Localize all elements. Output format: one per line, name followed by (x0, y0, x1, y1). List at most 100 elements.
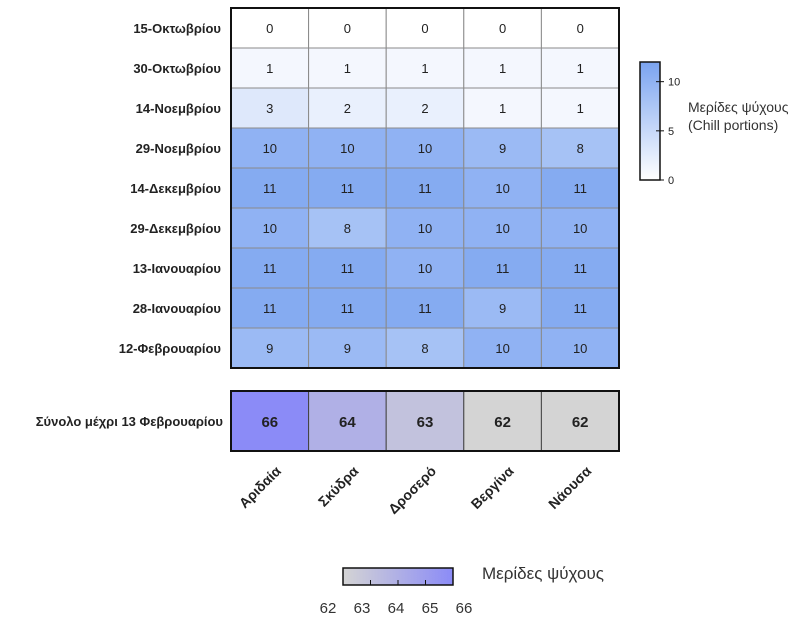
cell-value-label: 10 (573, 341, 587, 356)
column-label: Δροσερό (385, 463, 439, 517)
cell-value-label: 1 (577, 101, 584, 116)
cell-value-label: 11 (496, 261, 510, 276)
heatmap-cell (230, 247, 310, 289)
cell-value-label: 10 (573, 221, 587, 236)
cell-value-label: 10 (418, 261, 432, 276)
total-cell (385, 390, 465, 452)
cell-value-label: 9 (266, 341, 273, 356)
cell-value-label: 10 (495, 181, 509, 196)
heatmap-cell (385, 47, 465, 89)
column-label: Αριδαία (236, 463, 285, 512)
colorbar-tick-label: 10 (668, 77, 680, 89)
row-label: 28-Ιανουαρίου (133, 301, 222, 316)
cell-value-label: 10 (418, 221, 432, 236)
cell-value-label: 1 (499, 61, 506, 76)
colorbar-tick-label: 0 (668, 175, 674, 187)
heatmap-cell (308, 7, 387, 49)
cell-value-label: 10 (263, 141, 277, 156)
total-value-label: 62 (572, 414, 589, 431)
heatmap-cell (540, 327, 620, 369)
colorbar-tick-label: 62 (320, 600, 337, 617)
cell-value-label: 2 (421, 101, 428, 116)
cell-value-label: 1 (499, 101, 506, 116)
heatmap-cell (385, 207, 465, 249)
cell-value-label: 0 (499, 21, 506, 36)
colorbar-tick-label: 5 (668, 126, 674, 138)
colorbar-main-label-line2: (Chill portions) (688, 117, 778, 133)
cell-value-label: 0 (421, 21, 428, 36)
row-label: 30-Οκτωβρίου (133, 61, 221, 76)
row-label: 15-Οκτωβρίου (133, 21, 221, 36)
cell-value-label: 11 (341, 181, 355, 196)
heatmap-cell (230, 287, 310, 329)
cell-value-label: 1 (577, 61, 584, 76)
total-heatmap-frame (230, 390, 620, 452)
row-label: 29-Δεκεμβρίου (130, 221, 221, 236)
heatmap-cell (308, 87, 387, 129)
main-heatmap-frame (230, 7, 620, 369)
cell-value-label: 9 (344, 341, 351, 356)
cell-value-label: 10 (340, 141, 354, 156)
colorbar-total-label: Μερίδες ψύχους (482, 564, 604, 583)
heatmap-cell (463, 87, 542, 129)
column-label: Νάουσα (545, 463, 594, 512)
main-row-labels: 15-Οκτωβρίου 30-Οκτωβρίου 14-Νοεμβρίου 29-Ν… (119, 21, 222, 356)
heatmap-cell (308, 207, 387, 249)
heatmap-cell (308, 327, 387, 369)
cell-value-label: 10 (418, 141, 432, 156)
column-labels: Αριδαία Σκύδρα Δροσερό Βεργίνα Νάουσα (236, 463, 595, 518)
total-colorbar: 62 63 64 65 66 Μερίδες ψύχους (320, 564, 604, 617)
cell-value-label: 10 (263, 221, 277, 236)
cell-value-label: 0 (266, 21, 273, 36)
cell-value-label: 0 (344, 21, 351, 36)
heatmap-cell (385, 127, 465, 169)
cell-value-label: 8 (577, 141, 584, 156)
column-label: Βεργίνα (468, 463, 517, 512)
row-label: 13-Ιανουαρίου (133, 261, 222, 276)
cell-value-label: 11 (573, 301, 587, 316)
cell-value-label: 1 (421, 61, 428, 76)
row-label: 29-Νοεμβρίου (136, 141, 222, 156)
cell-value-label: 3 (266, 101, 273, 116)
cell-value-label: 9 (499, 141, 506, 156)
cell-value-label: 2 (344, 101, 351, 116)
cell-value-label: 11 (263, 261, 277, 276)
cell-value-label: 11 (418, 301, 432, 316)
total-value-label: 64 (339, 414, 356, 431)
heatmap-cell (308, 287, 387, 329)
heatmap-cell (540, 287, 620, 329)
heatmap-cell (308, 127, 387, 169)
colorbar-main-label-line1: Μερίδες ψύχους (688, 99, 789, 115)
cell-value-label: 11 (263, 301, 277, 316)
heatmap-cell (385, 327, 465, 369)
main-colorbar: 0 5 10 Μερίδες ψύχους (Chill portions) (639, 61, 789, 187)
cell-value-label: 1 (266, 61, 273, 76)
total-cell (540, 390, 620, 452)
heatmap-cell (308, 167, 387, 209)
heatmap-cell (540, 127, 620, 169)
cell-value-label: 0 (577, 21, 584, 36)
total-value-label: 66 (261, 414, 278, 431)
heatmap-cell (463, 127, 542, 169)
column-label: Σκύδρα (315, 463, 362, 510)
cell-value-label: 9 (499, 301, 506, 316)
heatmap-cell (463, 287, 542, 329)
cell-value-label: 11 (341, 261, 355, 276)
row-label: 14-Νοεμβρίου (136, 101, 222, 116)
cell-value-label: 11 (573, 181, 587, 196)
total-row-label: Σύνολο μέχρι 13 Φεβρουαρίου (36, 414, 224, 429)
heatmap-cell (463, 207, 542, 249)
cell-value-label: 11 (418, 181, 432, 196)
cell-value-label: 10 (495, 221, 509, 236)
colorbar-main-gradient (639, 61, 661, 181)
heatmap-cell (230, 167, 310, 209)
total-heatmap: 66 64 63 62 62 (230, 390, 620, 452)
colorbar-tick-label: 63 (354, 600, 371, 617)
heatmap-cell (230, 7, 310, 49)
total-row-label-group: Σύνολο μέχρι 13 Φεβρουαρίου (36, 414, 224, 429)
heatmap-cell (540, 167, 620, 209)
heatmap-cell (540, 47, 620, 89)
cell-value-label: 11 (573, 261, 587, 276)
